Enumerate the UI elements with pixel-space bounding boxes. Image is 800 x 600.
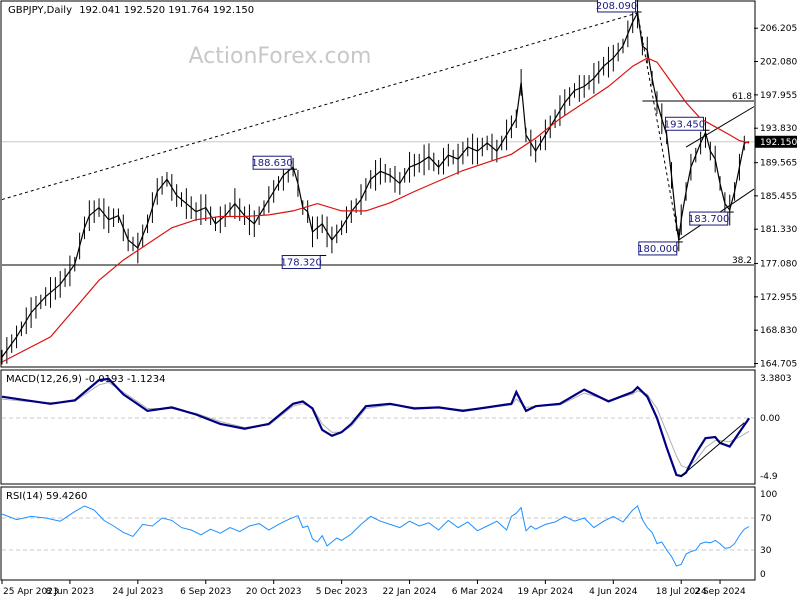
x-tick-label: 20 Oct 2023: [246, 587, 302, 597]
x-tick-label: 22 Jan 2024: [383, 587, 437, 597]
price-tick-label: 164.705: [760, 360, 797, 370]
rsi-grid: [2, 517, 754, 551]
symbol-label: GBPJPY,Daily: [8, 5, 72, 16]
price-callout-label: 188.630: [251, 158, 292, 169]
price-tick-label: 168.830: [760, 326, 797, 336]
x-tick-label: 19 Apr 2024: [518, 587, 574, 597]
price-callout-box: [252, 155, 292, 170]
x-tick-label: 5 Dec 2023: [316, 587, 368, 597]
price-tick-label: 197.955: [760, 91, 797, 101]
rsi-panel: [0, 486, 756, 581]
price-tick-label: 181.330: [760, 225, 797, 235]
fib-label-38-2: 38.2: [732, 256, 752, 266]
price-callout-label: 183.700: [688, 214, 729, 225]
rsi-axis: 100 70 30 0: [760, 490, 777, 580]
price-callout-box: [664, 116, 704, 131]
rsi-line: [1, 505, 750, 567]
macd-tick-label: -4.9: [760, 472, 778, 482]
last-price-label: 192.150: [760, 138, 797, 148]
rsi-tick-label: 70: [760, 514, 772, 524]
macd-panel: [0, 369, 756, 485]
macd-trendline: [680, 422, 745, 477]
fib-levels: 61.8 38.2: [2, 92, 754, 266]
price-tick-label: 185.455: [760, 192, 797, 202]
price-callout-label: 208.090: [596, 1, 637, 12]
moving-average-line: [1, 57, 750, 363]
price-tick-label: 189.565: [760, 159, 797, 169]
rsi-tick-label: 100: [760, 490, 777, 500]
price-callout-box: [597, 0, 637, 13]
x-tick-label: 2 Sep 2024: [694, 587, 746, 597]
price-annotations: 208.090 188.630 178.320 193.450 183.700 180.0…: [251, 0, 734, 270]
ohlc-label: 192.041 192.520 191.764 192.150: [79, 5, 254, 16]
rsi-tick-label: 30: [760, 546, 772, 556]
price-tick-label: 177.080: [760, 260, 797, 270]
rsi-series: [1, 505, 750, 567]
chart-title: GBPJPY,Daily 192.041 192.520 191.764 192…: [8, 5, 254, 16]
price-series: [1, 0, 750, 365]
price-panel: [0, 0, 756, 368]
x-tick-label: 6 Mar 2024: [452, 587, 504, 597]
watermark: ActionForex.com: [189, 44, 372, 69]
fib-label-61-8: 61.8: [732, 92, 752, 102]
x-tick-label: 24 Jul 2023: [112, 587, 163, 597]
x-tick-label: 25 Apr 2023: [3, 587, 59, 597]
price-callout-box: [689, 211, 729, 226]
x-tick-label: 4 Jun 2024: [589, 587, 638, 597]
price-callout-label: 193.450: [664, 119, 705, 130]
macd-tick-label: 3.3803: [760, 374, 792, 384]
long-dotted-trendline: [1, 12, 638, 201]
price-tick-label: 202.080: [760, 58, 797, 68]
price-tick-label: 206.205: [760, 24, 797, 34]
price-callout-label: 180.000: [637, 244, 678, 255]
rsi-title: RSI(14) 59.4260: [6, 491, 87, 502]
x-tick-label: 18 Jul 2024: [656, 587, 707, 597]
price-tick-label: 193.830: [760, 124, 797, 134]
macd-series: [1, 377, 751, 478]
drop-dotted-trendline: [637, 12, 680, 241]
price-axis: 206.205 202.080 197.955 193.830 189.565 185.4…: [754, 24, 797, 370]
price-tick-label: 172.955: [760, 293, 797, 303]
rising-resistance-trendline: [685, 106, 755, 148]
macd-title: MACD(12,26,9) -0.0193 -1.1234: [6, 374, 166, 385]
macd-tick-label: 0.00: [760, 414, 780, 424]
price-callout-label: 178.320: [281, 258, 322, 269]
x-tick-label: 6 Sep 2023: [180, 587, 231, 597]
macd-axis: 3.3803 0.00 -4.9: [760, 374, 792, 482]
last-price-tag: [755, 135, 797, 148]
rsi-tick-label: 0: [760, 570, 766, 580]
price-callout-box: [281, 255, 321, 270]
price-callout-box: [638, 241, 678, 256]
x-tick-label: 8 Jun 2023: [46, 587, 94, 597]
